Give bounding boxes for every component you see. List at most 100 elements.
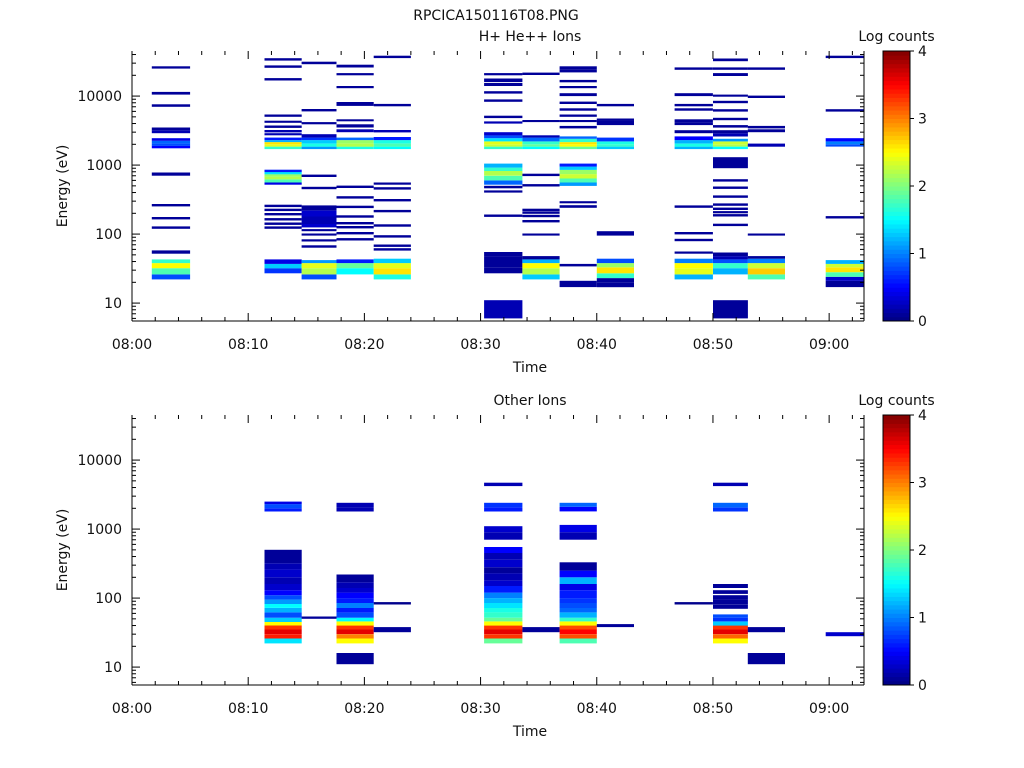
y-tick-label: 1000 xyxy=(86,522,122,538)
colorbar-swatch xyxy=(883,88,910,94)
data-cell xyxy=(484,559,523,568)
data-cell xyxy=(484,573,523,581)
data-cell xyxy=(336,129,374,133)
data-cell xyxy=(336,143,374,147)
colorbar-swatch xyxy=(883,436,910,441)
x-tick-label: 09:00 xyxy=(809,701,849,717)
data-cell xyxy=(301,186,337,190)
data-cell xyxy=(484,190,523,193)
data-cell xyxy=(373,268,411,275)
data-cell xyxy=(559,638,597,644)
colorbar-tick-label: 2 xyxy=(918,179,927,195)
data-cell xyxy=(522,120,560,123)
data-cell xyxy=(713,252,748,256)
data-cell xyxy=(264,176,302,180)
colorbar-swatch xyxy=(883,533,910,538)
data-cell xyxy=(713,130,748,134)
colorbar-swatch xyxy=(883,448,910,454)
data-cell xyxy=(674,238,713,242)
data-cell xyxy=(674,232,713,235)
colorbar-swatch xyxy=(883,469,910,475)
data-cell xyxy=(301,174,337,177)
data-cell xyxy=(484,612,523,618)
data-cell xyxy=(747,258,785,264)
data-cell xyxy=(747,129,785,133)
data-cell xyxy=(264,140,302,143)
data-cell xyxy=(336,226,374,229)
data-cell xyxy=(301,140,337,144)
colorbar-swatch xyxy=(883,194,910,200)
colorbar-swatch xyxy=(883,274,910,280)
y-tick-label: 10000 xyxy=(77,453,122,469)
data-cell xyxy=(596,282,634,288)
data-cell xyxy=(674,140,713,144)
data-cell xyxy=(264,213,302,216)
colorbar-swatch xyxy=(883,173,910,179)
data-cell xyxy=(264,625,302,630)
data-cell xyxy=(264,218,302,221)
data-cell xyxy=(264,130,302,133)
colorbar-swatch xyxy=(883,630,910,635)
colorbar-swatch xyxy=(883,177,910,183)
data-cell xyxy=(559,182,597,186)
data-cell xyxy=(264,120,302,123)
data-cell xyxy=(373,258,411,264)
data-cell xyxy=(713,507,748,512)
colorbar-swatch xyxy=(883,126,910,132)
data-cell xyxy=(825,263,864,268)
data-cell xyxy=(484,73,523,76)
data-cell xyxy=(151,138,191,141)
data-cell xyxy=(825,267,864,273)
data-cell xyxy=(747,653,785,665)
colorbar-swatch xyxy=(883,419,910,424)
data-cell xyxy=(559,101,597,104)
data-cell xyxy=(336,196,374,199)
data-cell xyxy=(713,179,748,182)
data-cell xyxy=(151,143,191,146)
data-cell xyxy=(559,163,597,167)
data-cell xyxy=(713,125,748,128)
data-cell xyxy=(596,120,634,126)
data-cell xyxy=(264,612,302,618)
data-cell xyxy=(264,622,302,626)
colorbar-swatch xyxy=(883,516,910,521)
colorbar-tick-label: 4 xyxy=(918,44,927,60)
data-cell xyxy=(264,226,302,229)
data-cell xyxy=(484,567,523,574)
data-cell xyxy=(522,214,560,218)
data-cell xyxy=(336,124,374,128)
data-cell xyxy=(151,140,191,144)
colorbar-swatch xyxy=(883,164,910,170)
colorbar-swatch xyxy=(883,190,910,195)
colorbar-swatch xyxy=(883,101,910,107)
colorbar-swatch xyxy=(883,672,910,678)
y-axis-label: Energy (eV) xyxy=(55,509,71,592)
data-cell xyxy=(301,137,337,141)
data-cell xyxy=(674,146,713,150)
colorbar-swatch xyxy=(883,312,910,318)
data-cell xyxy=(825,109,864,112)
data-cell xyxy=(151,172,191,176)
colorbar-swatch xyxy=(883,625,910,631)
colorbar-swatch xyxy=(883,486,910,492)
data-cell xyxy=(301,122,337,125)
data-cell xyxy=(336,607,374,613)
data-cell xyxy=(264,617,302,622)
data-cell xyxy=(151,226,191,229)
data-cell xyxy=(336,263,374,269)
colorbar-swatch xyxy=(883,118,910,124)
data-cell xyxy=(301,245,337,248)
panel-title: Other Ions xyxy=(493,393,566,409)
data-cell xyxy=(522,211,560,214)
data-cell xyxy=(559,174,597,179)
colorbar-swatch xyxy=(883,261,910,267)
data-cell xyxy=(747,268,785,275)
data-cell xyxy=(559,598,597,603)
data-cell xyxy=(713,268,748,275)
x-tick-label: 08:20 xyxy=(344,701,384,717)
y-tick-label: 1000 xyxy=(86,158,122,174)
data-cell xyxy=(336,73,374,76)
data-cell xyxy=(484,138,523,142)
x-tick-label: 08:20 xyxy=(344,337,384,353)
data-cell xyxy=(674,274,713,280)
